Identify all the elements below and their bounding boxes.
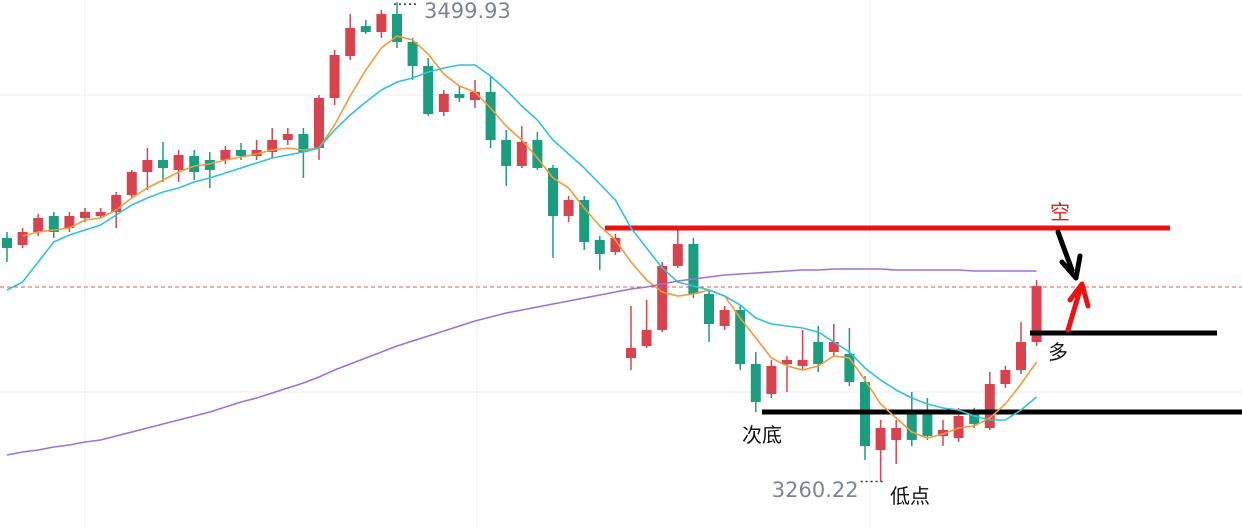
annotation: 低点 (890, 484, 930, 508)
candle-body (719, 310, 730, 326)
candle-body (844, 354, 855, 382)
candle-body (470, 92, 480, 100)
candle-body (345, 28, 356, 56)
candle-body (704, 294, 714, 324)
candle-body (126, 172, 137, 195)
candle-body (142, 160, 153, 172)
candle-body (782, 360, 792, 364)
candle-body (579, 200, 590, 242)
candle-body (797, 360, 808, 366)
candle-body (158, 160, 168, 168)
ma-line (22, 35, 1038, 439)
candle-body (922, 414, 933, 436)
candle-body (80, 212, 90, 218)
candle-body (1000, 370, 1011, 384)
candle-body (64, 216, 75, 228)
overlay (1055, 229, 1091, 333)
annotation: 空 (1050, 200, 1070, 224)
candle-body (516, 142, 527, 166)
candle-body (407, 42, 418, 66)
arrow (1065, 287, 1083, 333)
candle-body (953, 416, 964, 438)
candle-body (17, 232, 28, 245)
min-label: 3260.22 (772, 478, 859, 502)
candle-body (657, 266, 668, 330)
candle-body (532, 140, 543, 168)
candle-body (220, 150, 231, 160)
candle-body (828, 342, 839, 352)
marks (2, 2, 1042, 482)
candle-body (750, 364, 761, 402)
candle-body (688, 244, 699, 294)
arrow (1055, 229, 1075, 273)
candle-body (329, 55, 340, 98)
candle-body (2, 238, 12, 248)
candle-body (33, 218, 44, 232)
candle-body (173, 155, 184, 170)
annotation: 多 (1048, 340, 1068, 364)
ma-line (6, 64, 1038, 421)
arrow-head (1059, 253, 1083, 281)
candle-body (267, 140, 278, 152)
candle-body (204, 160, 215, 170)
candle-body (766, 366, 777, 394)
candle-body (48, 216, 59, 232)
candle-body (392, 14, 402, 42)
candle-body (423, 66, 434, 114)
candle-body (626, 348, 636, 358)
candle-body (735, 310, 746, 364)
candle-body (984, 384, 995, 428)
candle-body (298, 134, 309, 152)
candle-body (95, 212, 106, 216)
ma-line (6, 268, 1037, 456)
candle-body (610, 238, 621, 252)
candle-body (454, 94, 465, 98)
candle-body (485, 92, 496, 140)
candle-body (438, 94, 449, 112)
candle-body (282, 134, 293, 140)
candle-body (891, 428, 902, 440)
candle-body (548, 168, 558, 216)
candle-body (906, 414, 917, 440)
candle-body (236, 150, 246, 156)
candle-body (1016, 342, 1026, 370)
candle-body (641, 330, 652, 346)
candle-body (594, 240, 605, 254)
candle-body (314, 98, 324, 148)
candle-body (189, 156, 200, 172)
candle-body (111, 195, 122, 212)
candle-body (360, 26, 371, 32)
candle-body (813, 342, 824, 364)
candle-body (672, 244, 683, 266)
candle-body (938, 430, 948, 436)
candle-body (376, 14, 387, 32)
annotation: 次底 (742, 423, 782, 447)
max-label: 3499.93 (424, 0, 511, 23)
candle-body (1031, 286, 1042, 342)
candle-body (251, 150, 262, 156)
candle-body (501, 140, 512, 166)
arrow-head (1067, 281, 1091, 309)
candle-body (875, 428, 886, 450)
candle-body (969, 414, 980, 424)
candle-body (563, 200, 574, 216)
